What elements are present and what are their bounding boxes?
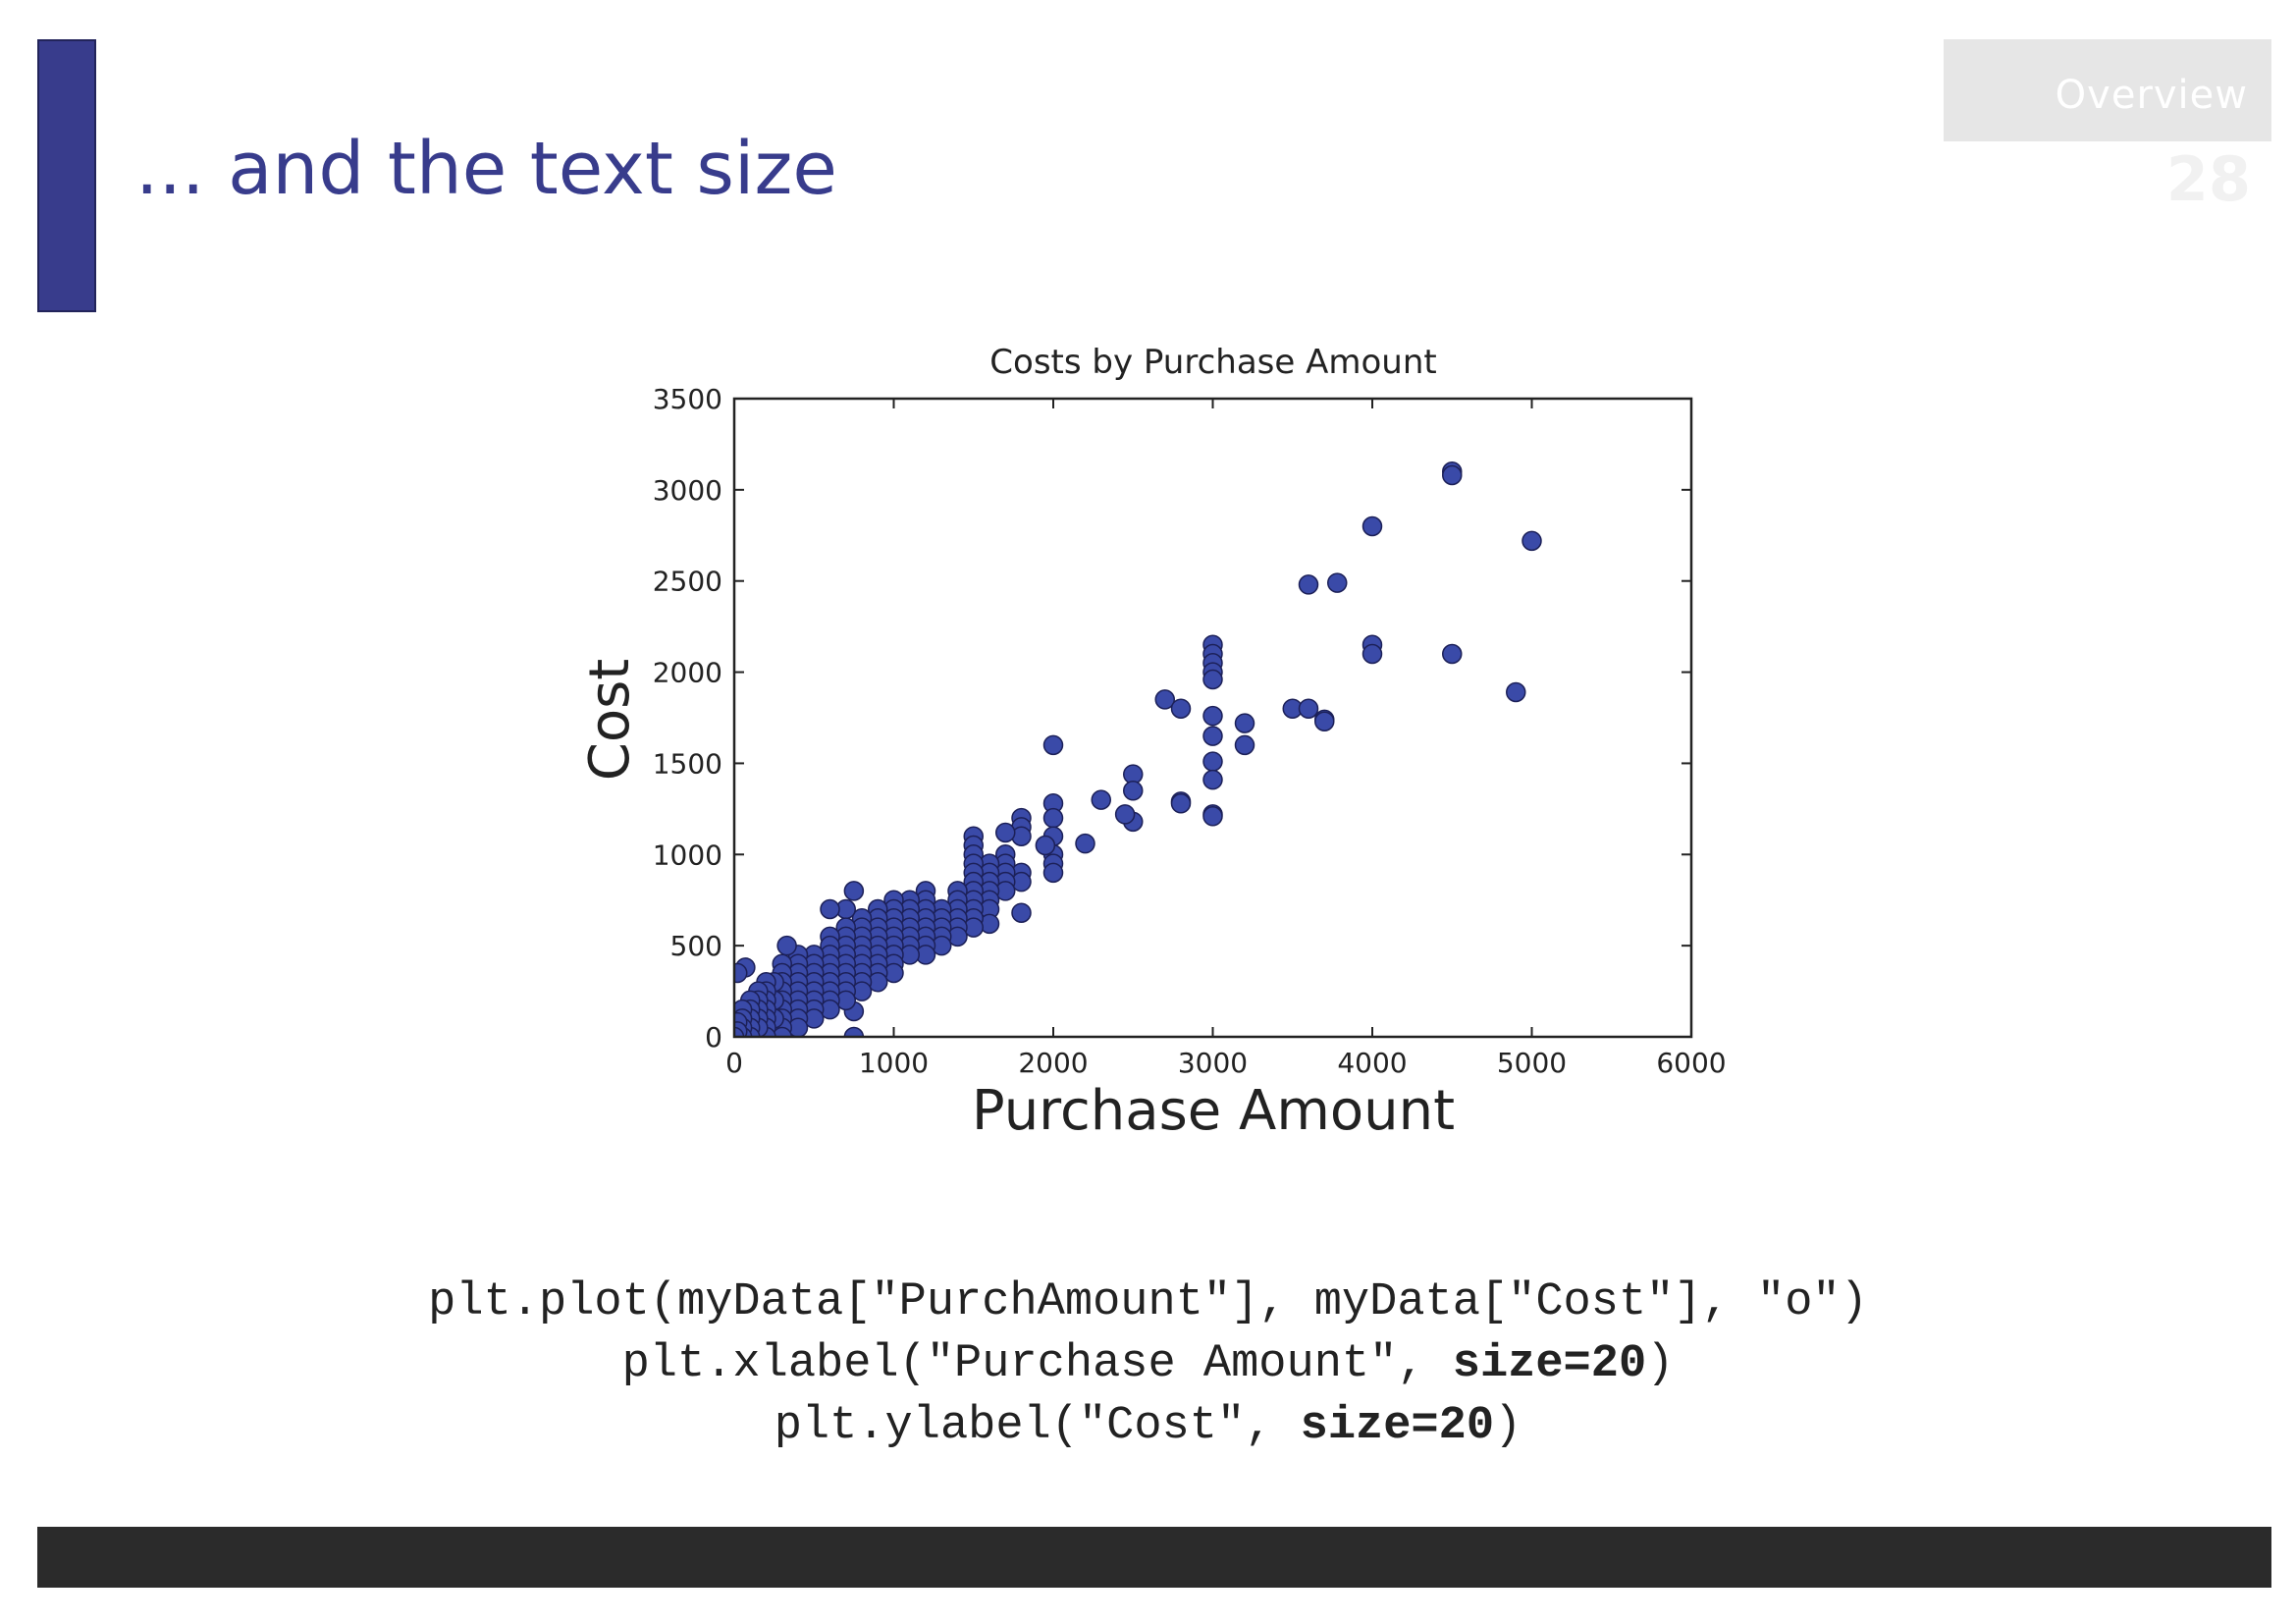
chart-title: Costs by Purchase Amount <box>989 343 1436 382</box>
data-point <box>1362 515 1383 537</box>
x-tick-label: 4000 <box>1337 1047 1407 1079</box>
code-text: ) <box>1494 1400 1522 1452</box>
x-tick-label: 0 <box>725 1047 743 1079</box>
y-tick-label: 1000 <box>653 839 722 871</box>
x-tick-label: 3000 <box>1178 1047 1248 1079</box>
data-point <box>1202 751 1223 772</box>
data-point <box>1075 833 1095 854</box>
data-point <box>772 1026 792 1037</box>
data-point <box>1170 698 1192 719</box>
code-keyword: size=20 <box>1452 1338 1647 1390</box>
data-point <box>1123 781 1144 801</box>
data-point <box>820 898 840 920</box>
data-point <box>1202 806 1223 827</box>
scatter-chart: Costs by Purchase Amount 0 1000 2000 3000 40… <box>578 343 1727 1143</box>
plot-area <box>734 461 1542 1037</box>
code-keyword: size=20 <box>1300 1400 1495 1452</box>
code-line-ylabel: plt.ylabel("Cost", size=20) <box>0 1395 2296 1457</box>
data-point <box>1298 698 1319 719</box>
section-tab-overview[interactable]: Overview <box>1944 39 2271 141</box>
data-point <box>1442 464 1463 486</box>
data-point <box>1314 711 1335 731</box>
x-tick-label: 6000 <box>1656 1047 1726 1079</box>
x-tick-label: 5000 <box>1497 1047 1567 1079</box>
x-tick-label: 2000 <box>1018 1047 1088 1079</box>
data-point <box>1042 734 1064 756</box>
y-axis-label: Cost <box>578 659 642 782</box>
data-point <box>1442 643 1463 665</box>
slide-title: ... and the text size <box>135 127 837 211</box>
data-point <box>1154 689 1175 710</box>
data-point <box>1202 769 1223 790</box>
data-point <box>734 962 748 984</box>
data-point <box>1506 681 1526 703</box>
y-tick-label: 2500 <box>653 566 722 598</box>
x-tick-label: 1000 <box>859 1047 929 1079</box>
data-point <box>1035 835 1056 856</box>
data-point <box>1042 807 1064 829</box>
code-text: ) <box>1646 1338 1675 1390</box>
data-point <box>734 1026 745 1037</box>
code-snippet: plt.plot(myData["PurchAmount"], myData["… <box>0 1271 2296 1457</box>
y-tick-label: 3500 <box>653 383 722 415</box>
data-point <box>1114 804 1136 825</box>
data-point <box>1091 789 1111 810</box>
y-tick-label: 500 <box>670 930 722 962</box>
data-point <box>995 822 1016 843</box>
data-point <box>1011 902 1032 923</box>
y-tick-label: 3000 <box>653 474 722 507</box>
data-point <box>1234 713 1255 733</box>
data-point <box>1362 643 1383 665</box>
data-point <box>1202 705 1223 727</box>
x-axis-label: Purchase Amount <box>972 1079 1455 1143</box>
data-point <box>1522 530 1542 552</box>
data-point <box>843 881 865 901</box>
code-line-xlabel: plt.xlabel("Purchase Amount", size=20) <box>0 1333 2296 1395</box>
y-tick-label: 0 <box>705 1021 722 1054</box>
footer-bar <box>37 1527 2271 1588</box>
code-text: plt.ylabel("Cost", <box>774 1400 1301 1452</box>
code-line-plot: plt.plot(myData["PurchAmount"], myData["… <box>428 1276 1868 1328</box>
data-point <box>1327 572 1348 593</box>
data-point <box>1042 862 1064 884</box>
data-point <box>1170 793 1192 814</box>
data-point <box>1202 669 1223 690</box>
data-point <box>1202 726 1223 746</box>
page-number: 28 <box>2165 143 2251 215</box>
y-tick-label: 1500 <box>653 747 722 780</box>
y-tick-label: 2000 <box>653 657 722 689</box>
data-point <box>776 935 797 956</box>
code-text: plt.xlabel("Purchase Amount", <box>621 1338 1453 1390</box>
section-tab-label: Overview <box>2055 73 2248 118</box>
data-point <box>1298 574 1319 595</box>
data-point <box>843 1026 865 1037</box>
data-point <box>1234 734 1255 756</box>
axis-ticks: 0 1000 2000 3000 4000 5000 6000 0 500 1000 1500 200… <box>653 383 1727 1079</box>
title-accent-bar <box>37 39 96 312</box>
